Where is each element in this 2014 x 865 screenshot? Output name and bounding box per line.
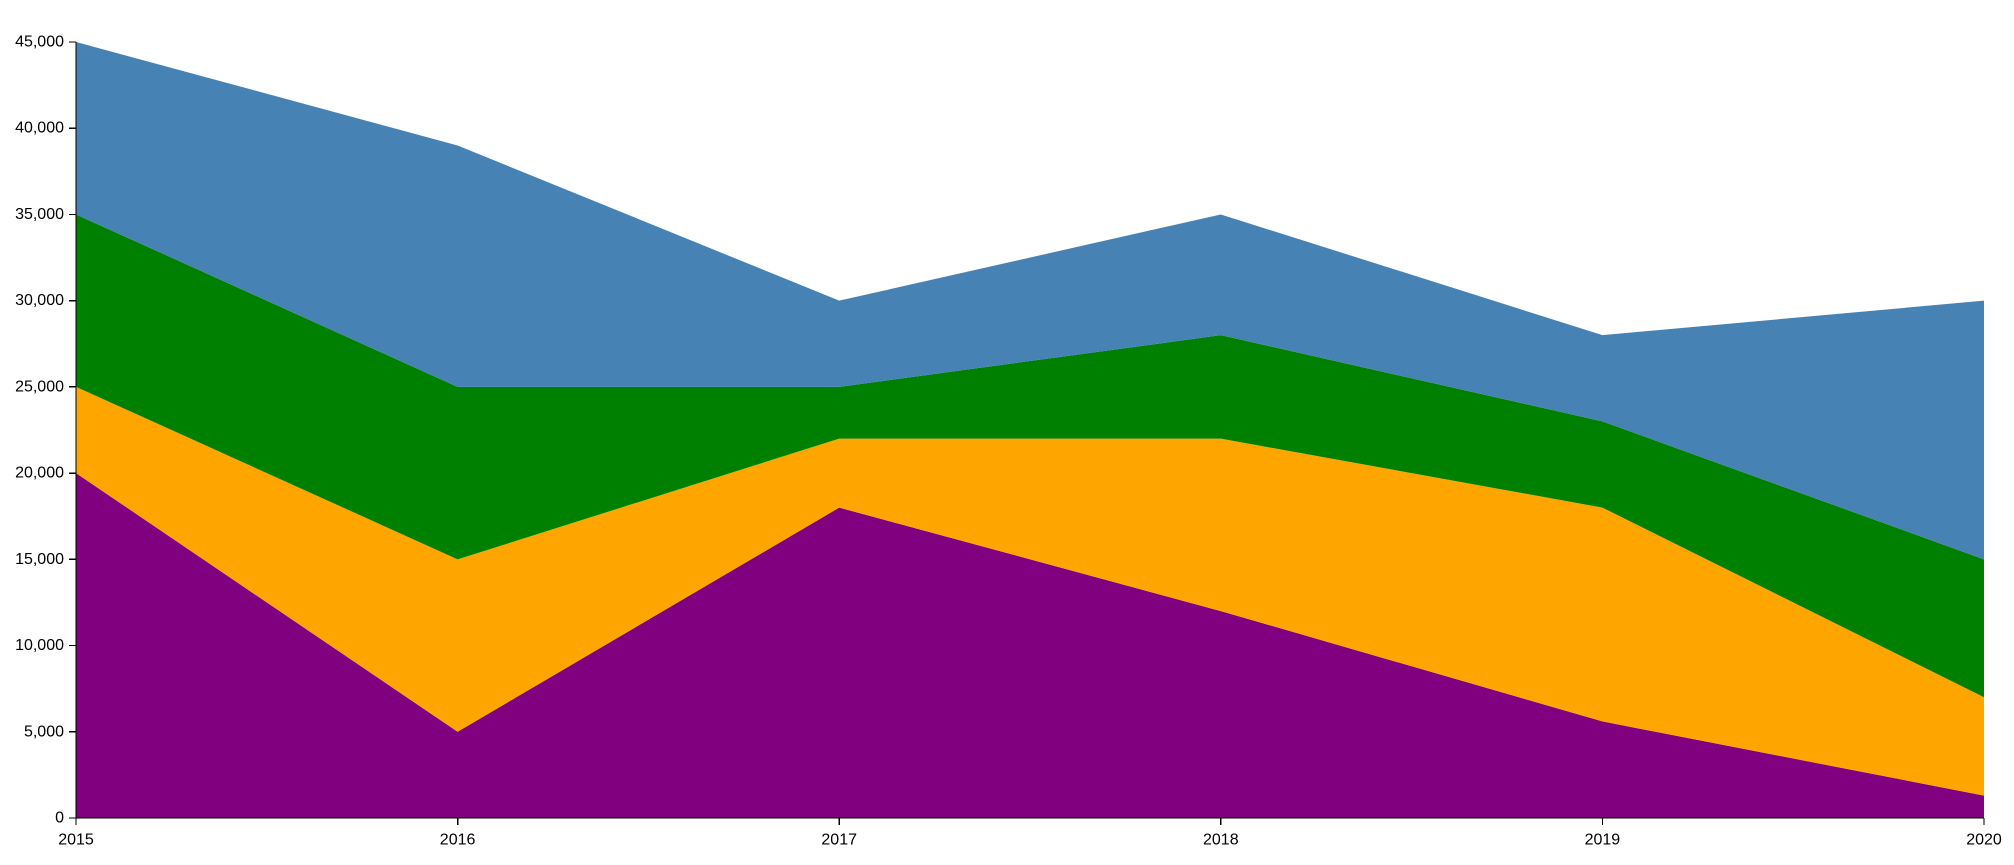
area-series-1 — [76, 473, 1984, 818]
y-tick-label: 5,000 — [24, 723, 64, 740]
area-series-2 — [76, 386, 1984, 796]
y-tick-label: 25,000 — [15, 378, 64, 395]
y-tick-label: 30,000 — [15, 292, 64, 309]
x-tick-label: 2017 — [821, 832, 857, 849]
area-series-4 — [76, 42, 1984, 560]
y-tick-label: 15,000 — [15, 551, 64, 568]
y-tick-label: 0 — [55, 810, 64, 827]
x-tick-label: 2016 — [440, 832, 476, 849]
x-tick-label: 2015 — [58, 832, 94, 849]
area-series-3 — [76, 214, 1984, 698]
y-tick-label: 10,000 — [15, 637, 64, 654]
x-axis: 2015 2016 2017 2018 2019 2020 — [58, 817, 2002, 849]
y-axis: 0 5,000 10,000 15,000 20,000 25,000 30,000 35,0… — [15, 34, 77, 827]
x-tick-label: 2018 — [1203, 832, 1239, 849]
x-tick-label: 2020 — [1966, 832, 2002, 849]
x-tick-label: 2019 — [1585, 832, 1621, 849]
y-tick-label: 40,000 — [15, 120, 64, 137]
y-tick-label: 45,000 — [15, 34, 64, 51]
y-tick-label: 20,000 — [15, 465, 64, 482]
y-tick-label: 35,000 — [15, 206, 64, 223]
area-series-group — [76, 42, 1984, 818]
